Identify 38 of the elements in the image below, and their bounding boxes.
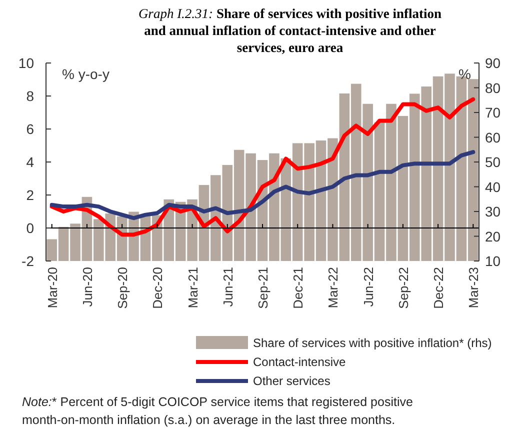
y2-tick-label: 10 xyxy=(485,253,501,269)
x-tick-label: Mar-21 xyxy=(185,267,200,308)
legend-label: Contact-intensive xyxy=(253,355,346,369)
y-tick-label: -2 xyxy=(22,253,34,269)
x-tick-label: Dec-20 xyxy=(150,267,166,309)
legend-label: Other services xyxy=(253,374,330,388)
x-tick-label: Mar-22 xyxy=(326,267,341,308)
chart-title: Graph I.2.31: Share of services with positive inflation and annual inflation of contact-intensive and other services, euro area xyxy=(138,6,442,55)
y-tick-label: 4 xyxy=(26,154,34,170)
x-tick-label: Mar-20 xyxy=(44,267,60,308)
y-axis-title: % y-o-y xyxy=(62,66,110,82)
x-tick-label: Sep-21 xyxy=(256,267,270,309)
x-tick-label: Sep-20 xyxy=(115,267,130,309)
line-series xyxy=(50,150,476,220)
x-tick-label: Jun-20 xyxy=(80,267,95,307)
y2-tick-label: 20 xyxy=(485,228,501,244)
line-series xyxy=(50,97,476,237)
legend-label: Share of services with positive inflation* (rhs) xyxy=(253,336,492,350)
x-tick-label: Sep-22 xyxy=(396,267,411,309)
x-tick-label: Jun-22 xyxy=(360,267,376,307)
y2-tick-label: 80 xyxy=(485,80,501,96)
y2-tick-label: 90 xyxy=(485,55,501,71)
y2-tick-label: 60 xyxy=(485,129,501,146)
x-tick-label: Dec-22 xyxy=(431,267,446,309)
y2-tick-label: 40 xyxy=(485,178,501,195)
y2-tick-label: 70 xyxy=(485,104,501,120)
x-tick-label: Mar-23 xyxy=(466,267,482,308)
y-tick-label: 2 xyxy=(26,187,34,203)
y2-tick-label: 30 xyxy=(485,204,501,220)
y-tick-label: 8 xyxy=(26,88,34,104)
x-tick-label: Dec-21 xyxy=(290,267,306,309)
y-tick-label: 10 xyxy=(18,55,34,71)
y-tick-label: 0 xyxy=(26,220,34,236)
y2-tick-label: 50 xyxy=(485,154,501,170)
x-tick-label: Jun-21 xyxy=(220,267,236,307)
y-tick-label: 6 xyxy=(26,121,34,137)
text: Note:* Percent of 5-digit COICOP service items that registered positive month-on-month inflation (s.a.) on average in the last three months. xyxy=(22,395,413,427)
y2-axis-title: % xyxy=(458,66,471,82)
